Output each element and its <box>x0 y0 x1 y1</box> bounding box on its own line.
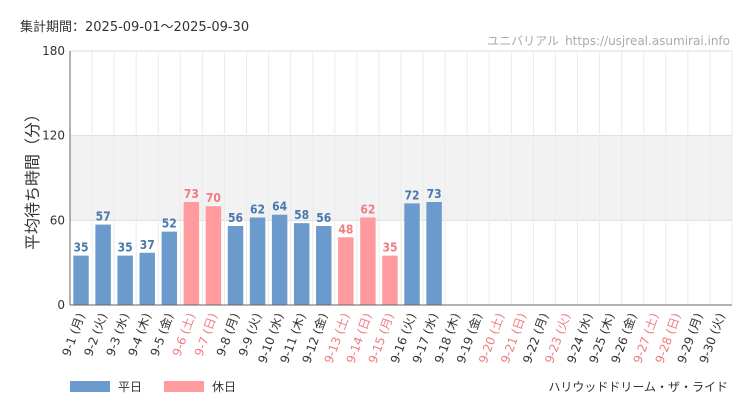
y-axis-label: 平均待ち時間（分） <box>23 106 42 250</box>
chart-axes <box>69 51 732 306</box>
legend-swatch-holiday <box>164 381 205 392</box>
bar <box>404 203 420 305</box>
bar <box>161 231 178 305</box>
y-tick-label: 60 <box>50 213 65 227</box>
value-labels: 35 57 35 37 52 73 70 56 62 64 58 56 48 62 35 72 73 <box>74 187 442 255</box>
period-label: 集計期間：2025-09-01〜2025-09-30 <box>20 20 250 35</box>
legend-label-holiday: 休日 <box>212 380 237 394</box>
bar <box>139 252 155 305</box>
value-label: 70 <box>206 191 221 205</box>
bar <box>117 255 133 305</box>
bar <box>227 225 244 305</box>
y-tick-labels: 0 60 120 180 <box>42 44 65 312</box>
bar <box>183 201 200 305</box>
bar <box>205 206 222 305</box>
y-tick-label: 0 <box>57 298 65 312</box>
value-label: 35 <box>74 241 89 255</box>
value-label: 73 <box>184 187 199 201</box>
bar <box>360 217 376 305</box>
bar <box>95 224 111 305</box>
bar <box>271 214 288 305</box>
bar <box>249 217 266 305</box>
legend: 平日 休日 <box>70 378 258 395</box>
legend-swatch-weekday <box>70 381 110 392</box>
value-label: 56 <box>228 211 243 225</box>
value-label: 57 <box>96 210 111 224</box>
value-label: 62 <box>360 203 375 217</box>
value-label: 35 <box>382 241 397 255</box>
site-url: https://usjreal.asumirai.info <box>565 34 730 48</box>
bar <box>73 255 89 305</box>
value-label: 73 <box>427 187 442 201</box>
value-label: 56 <box>316 211 331 225</box>
value-label: 37 <box>140 238 155 252</box>
bar <box>426 201 442 305</box>
legend-item-holiday[interactable]: 休日 <box>164 378 236 395</box>
y-tick-label: 180 <box>42 44 65 58</box>
chart-bars <box>73 201 442 305</box>
value-label: 48 <box>338 222 353 236</box>
value-label: 62 <box>250 203 265 217</box>
value-label: 72 <box>405 188 420 202</box>
y-tick-label: 120 <box>42 129 65 143</box>
site-name: ユニバリアル <box>487 34 560 48</box>
x-tick-labels: 9-1 (月)9-2 (火)9-3 (水)9-4 (木)9-5 (金)9-6 (… <box>59 311 727 365</box>
value-label: 64 <box>272 200 288 214</box>
value-label: 35 <box>118 241 133 255</box>
legend-item-weekday[interactable]: 平日 <box>70 378 142 395</box>
legend-label-weekday: 平日 <box>118 380 143 394</box>
value-label: 58 <box>294 208 309 222</box>
source-credit: ユニバリアル https://usjreal.asumirai.info <box>487 32 730 49</box>
bar <box>316 225 332 305</box>
bar <box>293 223 310 305</box>
ride-name: ハリウッドドリーム・ザ・ライド <box>548 380 728 394</box>
bar <box>382 255 398 305</box>
value-label: 52 <box>162 217 177 231</box>
bar <box>338 237 354 305</box>
